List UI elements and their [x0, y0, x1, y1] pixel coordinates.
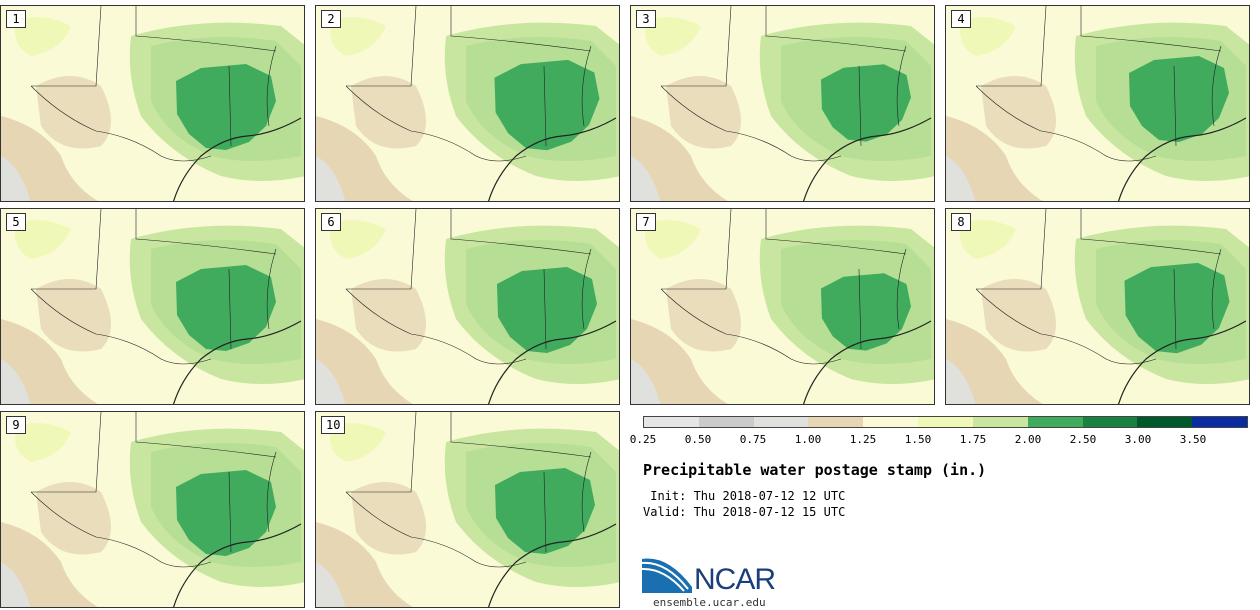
valid-time: Valid: Thu 2018-07-12 15 UTC — [643, 505, 846, 519]
colorbar-tick-label: 1.25 — [849, 433, 877, 446]
member-number-label: 9 — [6, 416, 26, 434]
plot-title: Precipitable water postage stamp (in.) — [643, 461, 987, 479]
ensemble-member-panel: 6 — [315, 208, 620, 405]
init-time: Init: Thu 2018-07-12 12 UTC — [643, 489, 846, 503]
colorbar-tick-label: 0.50 — [684, 433, 712, 446]
precip-water-map — [946, 209, 1249, 404]
colorbar-tick-label: 1.50 — [904, 433, 932, 446]
colorbar-tick-label: 1.00 — [794, 433, 822, 446]
colorbar-swatch — [1192, 417, 1247, 427]
colorbar-swatch — [644, 417, 699, 427]
member-number-label: 8 — [951, 213, 971, 231]
colorbar-swatch — [698, 417, 754, 427]
precip-water-map — [1, 412, 304, 607]
colorbar-swatch — [753, 417, 809, 427]
member-number-label: 3 — [636, 10, 656, 28]
ensemble-member-panel: 1 — [0, 5, 305, 202]
colorbar — [643, 416, 1248, 428]
precip-water-map — [316, 209, 619, 404]
colorbar-tick-label: 0.25 — [629, 433, 657, 446]
colorbar-swatch — [1137, 417, 1193, 427]
ncar-logo-icon — [642, 558, 692, 593]
ensemble-member-panel: 4 — [945, 5, 1250, 202]
ensemble-member-panel: 3 — [630, 5, 935, 202]
precip-water-map — [631, 6, 934, 201]
precip-water-map — [631, 209, 934, 404]
ensemble-member-panel: 5 — [0, 208, 305, 405]
colorbar-swatch — [1027, 417, 1083, 427]
precip-water-map — [1, 209, 304, 404]
member-number-label: 7 — [636, 213, 656, 231]
ensemble-member-panel: 9 — [0, 411, 305, 608]
ensemble-member-panel: 2 — [315, 5, 620, 202]
ensemble-member-panel: 7 — [630, 208, 935, 405]
colorbar-swatch — [808, 417, 864, 427]
colorbar-tick-label: 3.50 — [1179, 433, 1207, 446]
colorbar-swatch — [918, 417, 973, 427]
member-number-label: 6 — [321, 213, 341, 231]
colorbar-tick-label: 2.50 — [1069, 433, 1097, 446]
colorbar-swatch — [1082, 417, 1138, 427]
ensemble-member-panel: 10 — [315, 411, 620, 608]
member-number-label: 5 — [6, 213, 26, 231]
site-url[interactable]: ensemble.ucar.edu — [653, 596, 766, 609]
colorbar-tick-label: 3.00 — [1124, 433, 1152, 446]
colorbar-swatch — [972, 417, 1028, 427]
member-number-label: 1 — [6, 10, 26, 28]
precip-water-map — [1, 6, 304, 201]
precip-water-map — [946, 6, 1249, 201]
colorbar-tick-label: 1.75 — [959, 433, 987, 446]
precip-water-map — [316, 412, 619, 607]
ensemble-member-panel: 8 — [945, 208, 1250, 405]
member-number-label: 4 — [951, 10, 971, 28]
member-number-label: 2 — [321, 10, 341, 28]
colorbar-swatch — [863, 417, 919, 427]
precip-water-map — [316, 6, 619, 201]
ncar-logo-text: NCAR — [694, 563, 776, 596]
colorbar-tick-label: 0.75 — [739, 433, 767, 446]
member-number-label: 10 — [321, 416, 346, 434]
colorbar-tick-label: 2.00 — [1014, 433, 1042, 446]
